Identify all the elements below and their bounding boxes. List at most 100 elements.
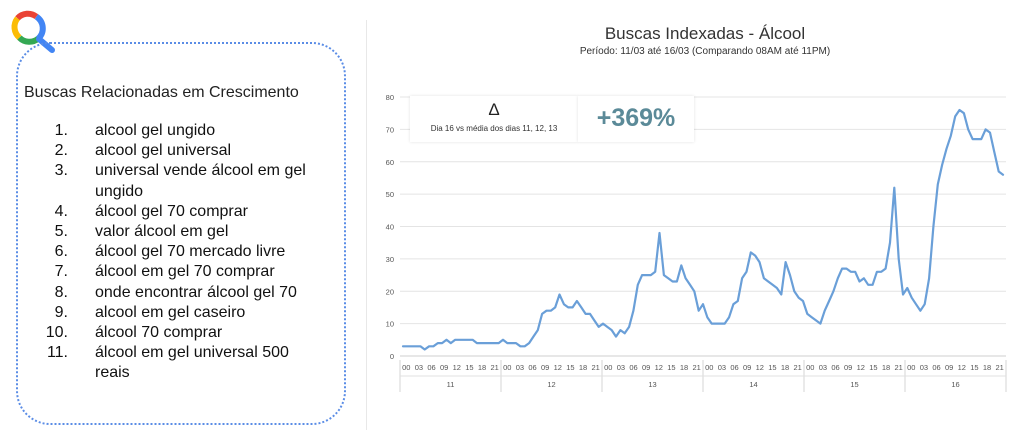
- x-tick-label: 06: [831, 363, 839, 372]
- list-item: 10. álcool 70 comprar: [40, 323, 320, 343]
- x-tick-label: 06: [730, 363, 738, 372]
- x-tick-label: 12: [857, 363, 865, 372]
- series-line: [401, 108, 1005, 351]
- x-tick-label: 03: [516, 363, 524, 372]
- x-tick-label: 00: [503, 363, 511, 372]
- x-tick-label: 09: [945, 363, 953, 372]
- list-item: 8. onde encontrar álcool gel 70: [40, 283, 320, 303]
- x-tick-label: 09: [440, 363, 448, 372]
- delta-callout: Δ Dia 16 vs média dos dias 11, 12, 13: [410, 96, 578, 142]
- x-tick-label: 18: [781, 363, 789, 372]
- x-tick-label: 21: [693, 363, 701, 372]
- list-item-text: universal vende álcool em gel ungido: [95, 162, 306, 200]
- list-item: 1. alcool gel ungido: [40, 121, 320, 141]
- x-tick-label: 03: [920, 363, 928, 372]
- x-tick-label: 06: [528, 363, 536, 372]
- y-tick-label: 0: [390, 352, 394, 361]
- chart-title: Buscas Indexadas - Álcool: [604, 24, 806, 43]
- x-tick-label: 03: [415, 363, 423, 372]
- x-tick-label: 09: [844, 363, 852, 372]
- x-tick-label: 21: [592, 363, 600, 372]
- y-tick-label: 10: [386, 320, 394, 329]
- x-tick-label: 15: [566, 363, 574, 372]
- list-item-number: 2.: [54, 142, 68, 160]
- y-tick-label: 80: [386, 93, 394, 102]
- x-tick-label: 06: [629, 363, 637, 372]
- list-item: 2. alcool gel universal: [40, 141, 320, 161]
- day-label: 13: [648, 380, 656, 389]
- x-tick-label: 12: [655, 363, 663, 372]
- list-item-text: álcool em gel universal 500 reais: [95, 344, 289, 382]
- x-tick-label: 12: [554, 363, 562, 372]
- x-tick-label: 21: [794, 363, 802, 372]
- y-tick-label: 50: [386, 190, 394, 199]
- x-tick-label: 03: [617, 363, 625, 372]
- x-tick-label: 21: [491, 363, 499, 372]
- y-tick-label: 40: [386, 223, 394, 232]
- percent-value: +369%: [596, 104, 676, 132]
- x-tick-label: 03: [819, 363, 827, 372]
- list-item: 11. álcool em gel universal 500 reais: [40, 343, 320, 383]
- delta-description: Dia 16 vs média dos dias 11, 12, 13: [430, 124, 558, 133]
- list-item-number: 1.: [54, 122, 68, 139]
- y-tick-label: 30: [386, 255, 394, 264]
- x-tick-label: 18: [983, 363, 991, 372]
- day-label: 12: [547, 380, 555, 389]
- panel-divider: [366, 20, 367, 430]
- list-item: 6. álcool gel 70 mercado livre: [40, 242, 320, 262]
- x-tick-label: 21: [895, 363, 903, 372]
- list-item: 7. álcool em gel 70 comprar: [40, 262, 320, 282]
- list-item: 4. álcool gel 70 comprar: [40, 202, 320, 222]
- related-searches-list: 1. alcool gel ungido 2. alcool gel universa…: [40, 121, 320, 384]
- y-tick-label: 20: [386, 287, 394, 296]
- list-item: 9. alcool em gel caseiro: [40, 303, 320, 323]
- list-item-number: 4.: [54, 202, 68, 220]
- x-tick-label: 15: [465, 363, 473, 372]
- x-tick-label: 18: [478, 363, 486, 372]
- x-tick-label: 00: [705, 363, 713, 372]
- list-item-text: alcool gel universal: [95, 142, 232, 160]
- list-item-number: 10.: [45, 324, 68, 342]
- x-tick-label: 18: [680, 363, 688, 372]
- list-item-text: valor álcool em gel: [95, 223, 229, 241]
- related-searches-panel: [16, 42, 346, 425]
- x-tick-label: 15: [970, 363, 978, 372]
- x-tick-label: 00: [806, 363, 814, 372]
- x-tick-label: 00: [604, 363, 612, 372]
- list-item-text: álcool gel 70 comprar: [95, 202, 248, 220]
- day-label: 15: [850, 380, 858, 389]
- x-tick-label: 15: [667, 363, 675, 372]
- list-item-number: 9.: [54, 303, 68, 321]
- x-tick-label: 06: [427, 363, 435, 372]
- list-item-number: 6.: [54, 243, 68, 261]
- delta-symbol: Δ: [488, 100, 500, 119]
- x-tick-label: 00: [907, 363, 915, 372]
- x-tick-label: 09: [642, 363, 650, 372]
- list-item-text: álcool 70 comprar: [95, 324, 223, 342]
- day-label: 16: [951, 380, 959, 389]
- related-searches-title: Buscas Relacionadas em Crescimento: [24, 84, 299, 101]
- list-item-number: 11.: [46, 344, 68, 362]
- x-tick-label: 06: [932, 363, 940, 372]
- list-item-text: alcool gel ungido: [95, 122, 216, 139]
- x-tick-label: 15: [768, 363, 776, 372]
- list-item: 3. universal vende álcool em gel ungido: [40, 161, 320, 201]
- list-item-text: onde encontrar álcool gel 70: [95, 283, 297, 301]
- y-tick-label: 60: [386, 158, 394, 167]
- list-item-text: alcool em gel caseiro: [95, 303, 246, 321]
- x-tick-label: 03: [718, 363, 726, 372]
- x-tick-label: 21: [996, 363, 1004, 372]
- x-tick-label: 12: [756, 363, 764, 372]
- day-label: 11: [447, 380, 455, 389]
- x-tick-label: 09: [541, 363, 549, 372]
- list-item-text: álcool em gel 70 comprar: [95, 263, 275, 281]
- x-tick-label: 18: [882, 363, 890, 372]
- y-tick-label: 70: [386, 125, 394, 134]
- list-item-number: 7.: [54, 263, 68, 281]
- x-tick-label: 12: [958, 363, 966, 372]
- x-tick-label: 09: [743, 363, 751, 372]
- x-tick-label: 18: [579, 363, 587, 372]
- list-item-number: 8.: [54, 283, 68, 301]
- list-item-number: 5.: [54, 223, 68, 241]
- x-tick-label: 00: [402, 363, 410, 372]
